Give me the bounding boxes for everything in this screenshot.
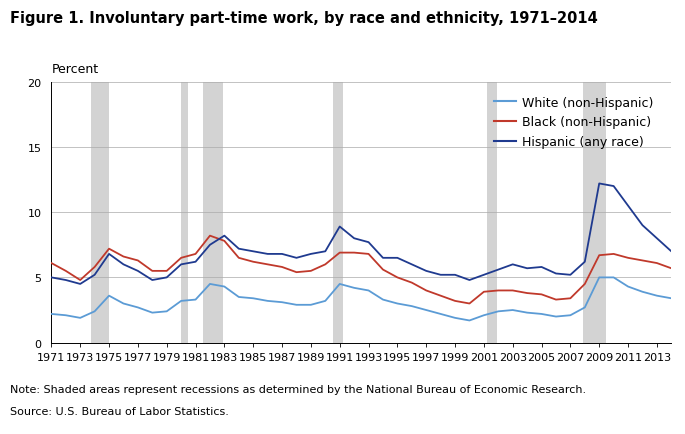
Text: Figure 1. Involuntary part-time work, by race and ethnicity, 1971–2014: Figure 1. Involuntary part-time work, by… [10,11,598,26]
Bar [203,82,223,343]
Bar [584,82,606,343]
Bar [181,82,188,343]
Bar [488,82,497,343]
Text: Note: Shaded areas represent recessions as determined by the National Bureau of : Note: Shaded areas represent recessions … [10,384,586,394]
Bar [91,82,109,343]
Text: Source: U.S. Bureau of Labor Statistics.: Source: U.S. Bureau of Labor Statistics. [10,406,229,416]
Legend: White (non-Hispanic), Black (non-Hispanic), Hispanic (any race): White (non-Hispanic), Black (non-Hispani… [488,91,659,154]
Text: Percent: Percent [51,63,99,76]
Bar [332,82,343,343]
